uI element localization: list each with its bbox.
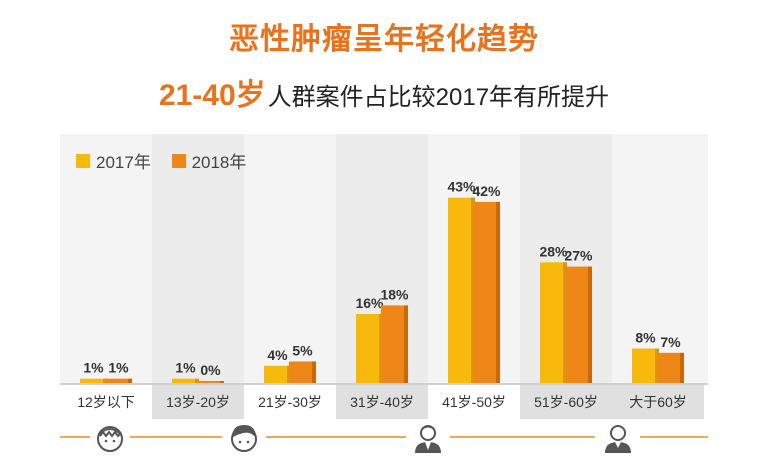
bar-2017 — [356, 314, 383, 383]
x-tick-label: 31岁-40岁 — [336, 385, 428, 419]
teen-avatar-icon — [231, 425, 257, 452]
subtitle-text: 人群案件占比较2017年有所提升 — [267, 84, 610, 111]
bar-shade — [680, 352, 684, 383]
bar-2017 — [632, 348, 659, 383]
plot-area — [60, 134, 708, 384]
legend-item-2018: 2018年 — [171, 148, 247, 173]
x-axis-line — [60, 383, 708, 385]
data-label: 7% — [660, 334, 681, 350]
legend-swatch-2018 — [171, 153, 186, 168]
bar-2018 — [657, 352, 684, 383]
data-label: 4% — [267, 347, 288, 363]
x-axis: 12岁以下 13岁-20岁 21岁-30岁 31岁-40岁 41岁-50岁 51… — [60, 385, 708, 419]
bar-2017 — [80, 378, 107, 383]
data-label: 42% — [472, 183, 501, 199]
data-label: 5% — [292, 342, 313, 358]
legend-item-2017: 2017年 — [76, 148, 151, 173]
chart-title: 恶性肿瘤呈年轻化趋势 — [229, 23, 539, 56]
footer-line — [130, 436, 222, 438]
legend-label-2018: 2018年 — [191, 153, 247, 172]
bar-2018 — [289, 361, 316, 383]
senior-avatar-icon — [605, 425, 631, 453]
data-label: 43% — [447, 179, 476, 195]
subtitle-highlight: 21-40岁 — [158, 79, 266, 112]
x-tick-label: 51岁-60岁 — [520, 385, 612, 419]
data-label: 16% — [355, 295, 384, 311]
data-label: 28% — [539, 243, 568, 259]
bar-shade — [195, 378, 199, 383]
bar-2017 — [448, 197, 475, 383]
bar-shade — [312, 361, 316, 383]
bar-2018 — [473, 201, 500, 383]
bar-2017 — [540, 262, 567, 383]
bar-shade — [220, 381, 224, 383]
footer-line — [450, 436, 595, 438]
legend: 2017年 2018年 — [76, 148, 262, 172]
bar-shade — [128, 378, 132, 383]
x-tick-label: 21岁-30岁 — [258, 394, 322, 410]
x-tick-label: 41岁-50岁 — [442, 394, 506, 410]
data-label: 0% — [200, 362, 221, 378]
bar-2017 — [172, 378, 199, 383]
x-tick-label: 13岁-20岁 — [152, 385, 244, 419]
data-label: 27% — [564, 248, 593, 264]
footer-line — [266, 436, 406, 438]
bar-2018 — [565, 266, 592, 383]
data-label: 1% — [175, 360, 196, 376]
child-avatar-icon — [97, 426, 123, 452]
bar-2018 — [381, 305, 408, 383]
legend-swatch-2017 — [76, 153, 90, 168]
data-label: 1% — [108, 360, 129, 376]
footer-line — [60, 436, 90, 438]
bar-shade — [496, 201, 500, 383]
bar-2018 — [197, 381, 224, 383]
adult-man-avatar-icon — [415, 425, 441, 453]
chart-subtitle: 21-40岁人群案件占比较2017年有所提升 — [0, 70, 768, 114]
footer-line — [640, 436, 708, 438]
bar-shade — [588, 266, 592, 383]
legend-label-2017: 2017年 — [96, 153, 151, 172]
bar-2018 — [105, 378, 132, 383]
data-label: 8% — [635, 330, 656, 346]
data-label: 1% — [83, 360, 104, 376]
x-tick-label: 大于60岁 — [612, 385, 704, 419]
x-tick-label: 12岁以下 — [77, 394, 135, 410]
plot-band — [152, 134, 244, 384]
bar-shade — [404, 305, 408, 383]
bar-2017 — [264, 365, 291, 383]
data-label: 18% — [380, 286, 409, 302]
